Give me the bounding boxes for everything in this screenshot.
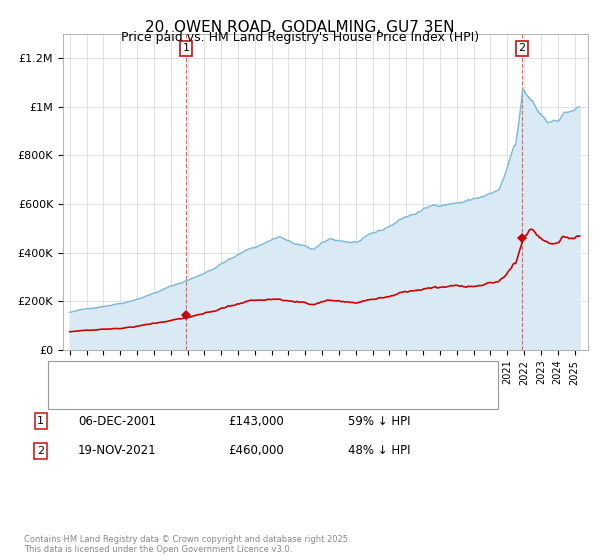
Text: £460,000: £460,000 [228,444,284,458]
Text: Price paid vs. HM Land Registry's House Price Index (HPI): Price paid vs. HM Land Registry's House … [121,31,479,44]
Text: 2: 2 [37,446,44,456]
Text: 2: 2 [518,43,526,53]
Text: 20, OWEN ROAD, GODALMING, GU7 3EN (detached house): 20, OWEN ROAD, GODALMING, GU7 3EN (detac… [84,368,389,379]
Text: 59% ↓ HPI: 59% ↓ HPI [348,414,410,428]
Text: 1: 1 [37,416,44,426]
Text: HPI: Average price, detached house, Waverley: HPI: Average price, detached house, Wave… [84,390,325,400]
Text: 19-NOV-2021: 19-NOV-2021 [78,444,157,458]
Text: Contains HM Land Registry data © Crown copyright and database right 2025.
This d: Contains HM Land Registry data © Crown c… [24,535,350,554]
Text: 06-DEC-2001: 06-DEC-2001 [78,414,156,428]
Text: 48% ↓ HPI: 48% ↓ HPI [348,444,410,458]
Text: 20, OWEN ROAD, GODALMING, GU7 3EN: 20, OWEN ROAD, GODALMING, GU7 3EN [145,20,455,35]
Text: £143,000: £143,000 [228,414,284,428]
Text: 1: 1 [182,43,190,53]
